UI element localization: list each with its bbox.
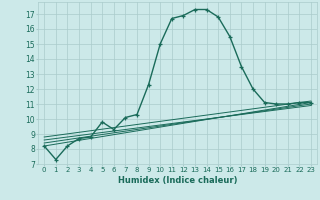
X-axis label: Humidex (Indice chaleur): Humidex (Indice chaleur): [118, 176, 237, 185]
